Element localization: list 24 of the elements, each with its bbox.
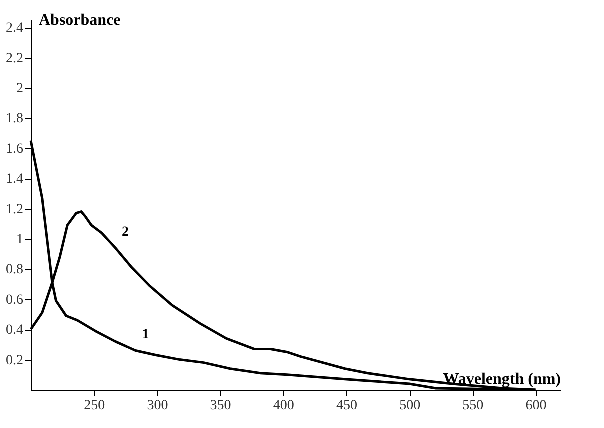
x-tick-label: 350 <box>210 398 232 414</box>
y-tick-label: 0.2 <box>6 353 24 368</box>
x-tick-label: 400 <box>273 398 294 414</box>
x-tick-label: 600 <box>526 398 547 414</box>
x-axis-title: Wavelength (nm) <box>443 371 561 388</box>
x-tick-label: 450 <box>336 398 358 414</box>
y-tick-label: 1 <box>16 232 24 248</box>
x-tick-label: 550 <box>462 398 484 414</box>
y-tick-label: 1.2 <box>6 202 24 218</box>
y-tick-label: 0.8 <box>6 262 24 278</box>
series-label: 1 <box>142 328 150 343</box>
y-tick-label: 1.8 <box>6 112 24 127</box>
x-tick-label: 500 <box>400 398 421 414</box>
y-tick-label: 2 <box>16 81 24 96</box>
y-tick-label: 1.4 <box>6 172 24 188</box>
x-tick-label: 300 <box>147 398 168 414</box>
y-tick-label: 0.4 <box>6 323 24 338</box>
y-axis-title: Absorbance <box>39 12 121 29</box>
series-label: 2 <box>122 225 130 240</box>
y-tick-label: 1.6 <box>6 142 24 157</box>
y-tick-label: 2.4 <box>6 21 24 36</box>
y-tick-label: 2.2 <box>6 51 24 66</box>
x-tick-label: 250 <box>84 398 106 414</box>
y-tick-label: 0.6 <box>6 292 24 308</box>
